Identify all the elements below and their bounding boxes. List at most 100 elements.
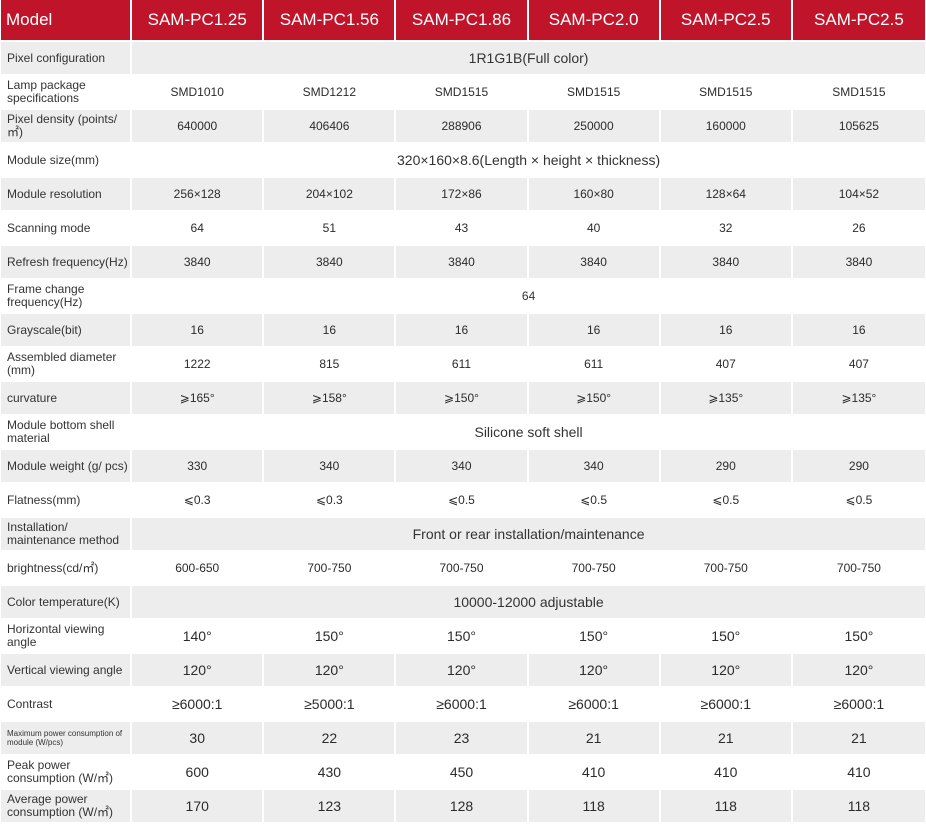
table-row: curvature ⩾165° ⩾158° ⩾150° ⩾150° ⩾135° … <box>1 380 925 414</box>
table-row: Maximum power consumption of module (W/p… <box>1 720 925 754</box>
table-row: Pixel density (points/㎡) 640000 406406 2… <box>1 108 925 142</box>
table-cell: 700-750 <box>396 550 529 584</box>
table-cell: 700-750 <box>528 550 661 584</box>
row-label: Scanning mode <box>1 210 133 244</box>
table-cell: 700-750 <box>264 550 397 584</box>
table-cell: SMD1515 <box>396 74 529 108</box>
table-cell: 118 <box>660 788 793 822</box>
table-cell: 172×86 <box>396 176 529 210</box>
table-row: Module weight (g/ pcs) 330 340 340 340 2… <box>1 448 925 482</box>
table-row: Contrast ≥6000:1 ≥5000:1 ≥6000:1 ≥6000:1… <box>1 686 925 720</box>
table-cell: 150° <box>528 618 661 652</box>
table-cell: 16 <box>660 312 793 346</box>
table-row: Pixel configuration 1R1G1B(Full color) <box>1 40 925 74</box>
table-cell: ≥6000:1 <box>792 686 925 720</box>
table-cell: 51 <box>264 210 397 244</box>
row-label: Maximum power consumption of module (W/p… <box>1 720 133 754</box>
row-label: Installation/ maintenance method <box>1 516 133 550</box>
table-cell: 407 <box>660 346 793 380</box>
table-cell: 128 <box>396 788 529 822</box>
header-model-4: SAM-PC2.0 <box>528 0 661 40</box>
table-cell: 256×128 <box>132 176 265 210</box>
table-cell: 3840 <box>528 244 661 278</box>
row-label: Pixel configuration <box>1 40 133 74</box>
table-cell: 150° <box>660 618 793 652</box>
row-span-value: Front or rear installation/maintenance <box>132 516 925 550</box>
row-span-value: 1R1G1B(Full color) <box>132 40 925 74</box>
table-cell: 406406 <box>264 108 397 142</box>
row-span-value: 320×160×8.6(Length × height × thickness) <box>132 142 925 176</box>
table-cell: SMD1212 <box>264 74 397 108</box>
table-cell: 407 <box>792 346 925 380</box>
row-label: Average power consumption (W/㎡) <box>1 788 133 822</box>
table-cell: 410 <box>660 754 793 788</box>
table-cell: 120° <box>132 652 265 686</box>
table-cell: 611 <box>396 346 529 380</box>
row-label: Module weight (g/ pcs) <box>1 448 133 482</box>
table-cell: 700-750 <box>660 550 793 584</box>
table-cell: 290 <box>792 448 925 482</box>
row-label: Vertical viewing angle <box>1 652 133 686</box>
table-cell: 16 <box>132 312 265 346</box>
table-cell: 160000 <box>660 108 793 142</box>
table-cell: 22 <box>264 720 397 754</box>
table-cell: ⩾135° <box>660 380 793 414</box>
table-row: Lamp package specifications SMD1010 SMD1… <box>1 74 925 108</box>
table-cell: ⩽0.3 <box>264 482 397 516</box>
header-model-3: SAM-PC1.86 <box>396 0 529 40</box>
table-cell: 700-750 <box>792 550 925 584</box>
table-row: Module size(mm) 320×160×8.6(Length × hei… <box>1 142 925 176</box>
table-cell: 330 <box>132 448 265 482</box>
table-cell: 340 <box>396 448 529 482</box>
header-row: Model SAM-PC1.25 SAM-PC1.56 SAM-PC1.86 S… <box>1 0 925 40</box>
table-cell: ≥6000:1 <box>660 686 793 720</box>
table-cell: 120° <box>528 652 661 686</box>
table-cell: 250000 <box>528 108 661 142</box>
table-cell: 150° <box>792 618 925 652</box>
table-cell: 140° <box>132 618 265 652</box>
table-cell: 118 <box>528 788 661 822</box>
table-cell: ⩾135° <box>792 380 925 414</box>
table-row: Average power consumption (W/㎡) 170 123 … <box>1 788 925 822</box>
row-label: Refresh frequency(Hz) <box>1 244 133 278</box>
table-row: Flatness(mm) ⩽0.3 ⩽0.3 ⩽0.5 ⩽0.5 ⩽0.5 ⩽0… <box>1 482 925 516</box>
table-cell: 600-650 <box>132 550 265 584</box>
row-label: Grayscale(bit) <box>1 312 133 346</box>
table-cell: 105625 <box>792 108 925 142</box>
header-model-1: SAM-PC1.25 <box>132 0 265 40</box>
row-label: brightness(cd/㎡) <box>1 550 133 584</box>
table-cell: 3840 <box>660 244 793 278</box>
table-cell: 288906 <box>396 108 529 142</box>
table-cell: 120° <box>660 652 793 686</box>
table-row: Scanning mode 64 51 43 40 32 26 <box>1 210 925 244</box>
table-cell: 23 <box>396 720 529 754</box>
row-span-value: 10000-12000 adjustable <box>132 584 925 618</box>
table-cell: 16 <box>396 312 529 346</box>
table-cell: ⩾150° <box>528 380 661 414</box>
row-span-value: Silicone soft shell <box>132 414 925 448</box>
table-cell: ⩽0.5 <box>528 482 661 516</box>
table-cell: ⩾150° <box>396 380 529 414</box>
header-model-6: SAM-PC2.5 <box>792 0 925 40</box>
table-row: Module bottom shell material Silicone so… <box>1 414 925 448</box>
header-model-5: SAM-PC2.5 <box>660 0 793 40</box>
table-cell: 16 <box>528 312 661 346</box>
table-cell: ⩽0.5 <box>660 482 793 516</box>
table-cell: ≥6000:1 <box>396 686 529 720</box>
table-cell: 30 <box>132 720 265 754</box>
header-model-2: SAM-PC1.56 <box>264 0 397 40</box>
table-cell: 150° <box>396 618 529 652</box>
table-cell: 150° <box>264 618 397 652</box>
table-cell: 1222 <box>132 346 265 380</box>
table-cell: 611 <box>528 346 661 380</box>
table-cell: 120° <box>792 652 925 686</box>
table-cell: 64 <box>132 210 265 244</box>
table-cell: SMD1010 <box>132 74 265 108</box>
table-cell: 118 <box>792 788 925 822</box>
table-cell: 410 <box>528 754 661 788</box>
table-cell: 120° <box>396 652 529 686</box>
table-cell: 410 <box>792 754 925 788</box>
table-cell: 21 <box>792 720 925 754</box>
table-cell: 340 <box>264 448 397 482</box>
